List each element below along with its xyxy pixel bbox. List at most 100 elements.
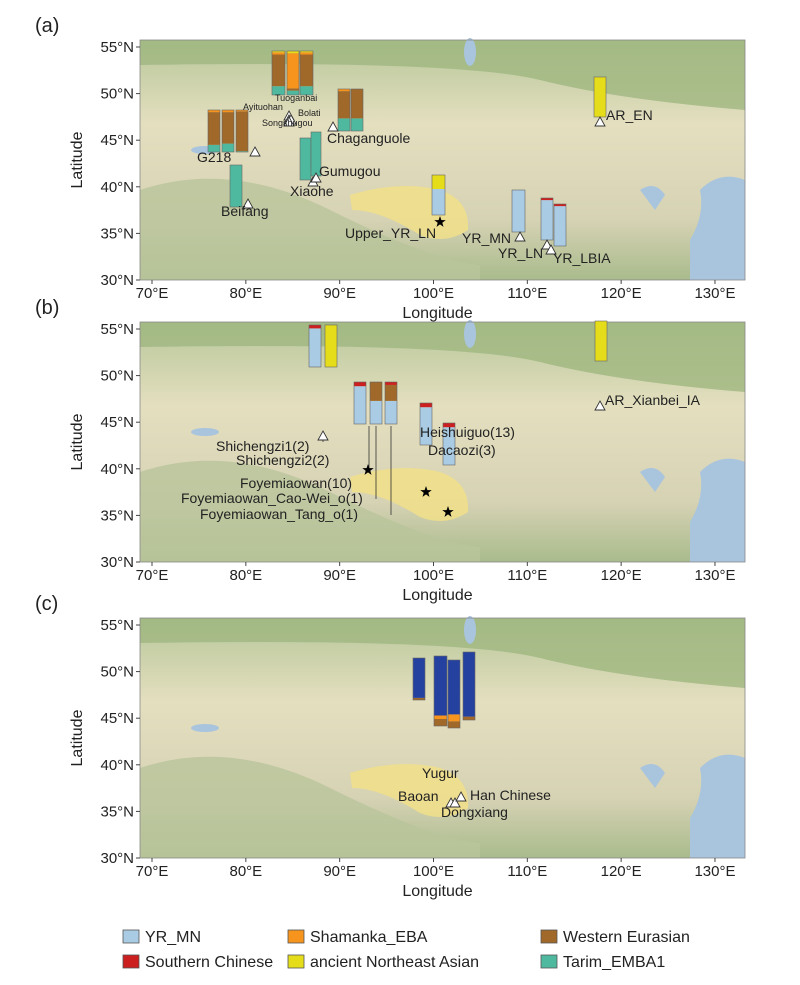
site-label: Ayituohan (243, 102, 283, 112)
bar-outline (594, 320, 608, 362)
x-tick-label: 110°E (507, 863, 547, 880)
ancestry-segment (338, 89, 350, 92)
ancestry-segment (287, 51, 299, 54)
bar-outline (207, 109, 221, 153)
x-tick-label: 120°E (601, 285, 642, 302)
y-tick-label: 40°N (100, 461, 134, 478)
ancestry-segment (554, 204, 566, 207)
site-marker (242, 198, 254, 209)
ancestry-segment (300, 54, 313, 87)
site-marker (317, 430, 329, 441)
ancestry-segment (287, 88, 299, 91)
bar-outline (286, 50, 300, 96)
ancestry-segment (287, 90, 299, 95)
site-label: Xiaohe (290, 183, 334, 199)
bar-outline (337, 88, 351, 132)
site-label: G218 (197, 149, 231, 165)
x-tick-label: 130°E (694, 285, 735, 302)
ancestry-segment (222, 143, 234, 152)
site-marker (449, 797, 461, 808)
bar-outline (442, 422, 456, 466)
ancestry-segment (222, 112, 234, 144)
y-tick-label: 35°N (100, 225, 134, 242)
ancestry-segment (443, 423, 455, 428)
ancestry-segment (595, 321, 607, 361)
bar-outline (462, 651, 476, 721)
legend-label: Western Eurasian (563, 929, 690, 946)
site-label: YR_LBIA (553, 250, 611, 266)
bar-outline (431, 174, 446, 216)
site-marker (442, 506, 454, 517)
x-tick-label: 90°E (323, 285, 356, 302)
map-frame (139, 39, 746, 281)
ancestry-segment (300, 86, 313, 95)
legend-swatch (287, 954, 305, 969)
x-tick-label: 90°E (323, 567, 356, 584)
x-tick-label: 100°E (413, 285, 454, 302)
highlight-region (350, 764, 469, 817)
y-tick-label: 55°N (100, 321, 134, 338)
ancestry-segment (370, 400, 382, 424)
ancestry-segment (448, 660, 460, 715)
ancestry-segment (434, 719, 447, 726)
x-tick-label: 130°E (694, 863, 735, 880)
ancestry-segment (463, 652, 475, 717)
y-tick-label: 30°N (100, 850, 134, 867)
bar-outline (324, 324, 338, 368)
y-tick-label: 50°N (100, 86, 134, 103)
site-label: Baoan (398, 788, 438, 804)
panel-label: (c) (35, 593, 58, 615)
lake (464, 38, 476, 66)
y-tick-label: 50°N (100, 368, 134, 385)
legend-label: Tarim_EMBA1 (563, 954, 665, 971)
ancestry-segment (541, 198, 553, 201)
ancestry-segment (309, 325, 321, 329)
ancestry-segment (448, 714, 460, 722)
ancestry-segment (208, 144, 220, 152)
y-tick-label: 30°N (100, 554, 134, 571)
site-marker (545, 244, 557, 255)
legend-swatch (122, 954, 140, 969)
ancestry-segment (272, 86, 285, 95)
legend-label: ancient Northeast Asian (310, 954, 479, 971)
site-label: Upper_YR_LN (345, 225, 436, 241)
map-frame (139, 321, 746, 563)
ancestry-segment (432, 189, 445, 215)
site-marker (594, 116, 606, 127)
legend-label: Southern Chinese (145, 954, 273, 971)
x-axis-title: Longitude (402, 587, 472, 604)
site-marker (434, 216, 446, 227)
bar-outline (511, 189, 526, 233)
bar-outline (369, 381, 383, 425)
bar-outline (271, 50, 286, 96)
bar-outline (235, 109, 249, 153)
ancestry-segment (272, 51, 285, 53)
ancestry-segment (325, 325, 337, 367)
x-tick-label: 80°E (229, 863, 262, 880)
legend-label: YR_MN (145, 929, 201, 946)
ancestry-segment (434, 715, 447, 719)
ancestry-segment (222, 110, 234, 113)
site-label: Yugur (422, 765, 459, 781)
site-marker (541, 239, 553, 250)
y-tick-label: 45°N (100, 414, 134, 431)
bar-outline (221, 109, 235, 153)
bar-outline (412, 657, 426, 701)
ancestry-segment (554, 206, 566, 246)
ancestry-segment (448, 721, 460, 728)
x-tick-label: 120°E (601, 863, 642, 880)
site-marker (594, 400, 606, 411)
mountains (140, 756, 480, 858)
site-label: Han Chinese (470, 787, 551, 803)
site-label: AR_Xianbei_IA (605, 392, 701, 408)
ancestry-segment (309, 328, 321, 367)
ancestry-segment (541, 200, 553, 240)
legend-swatch (122, 929, 140, 944)
y-tick-label: 55°N (100, 617, 134, 634)
site-label: Dacaozi(3) (428, 442, 496, 458)
legend-swatch (540, 929, 558, 944)
ancestry-segment (208, 112, 220, 145)
ancestry-segment (420, 407, 432, 445)
y-tick-label: 40°N (100, 179, 134, 196)
